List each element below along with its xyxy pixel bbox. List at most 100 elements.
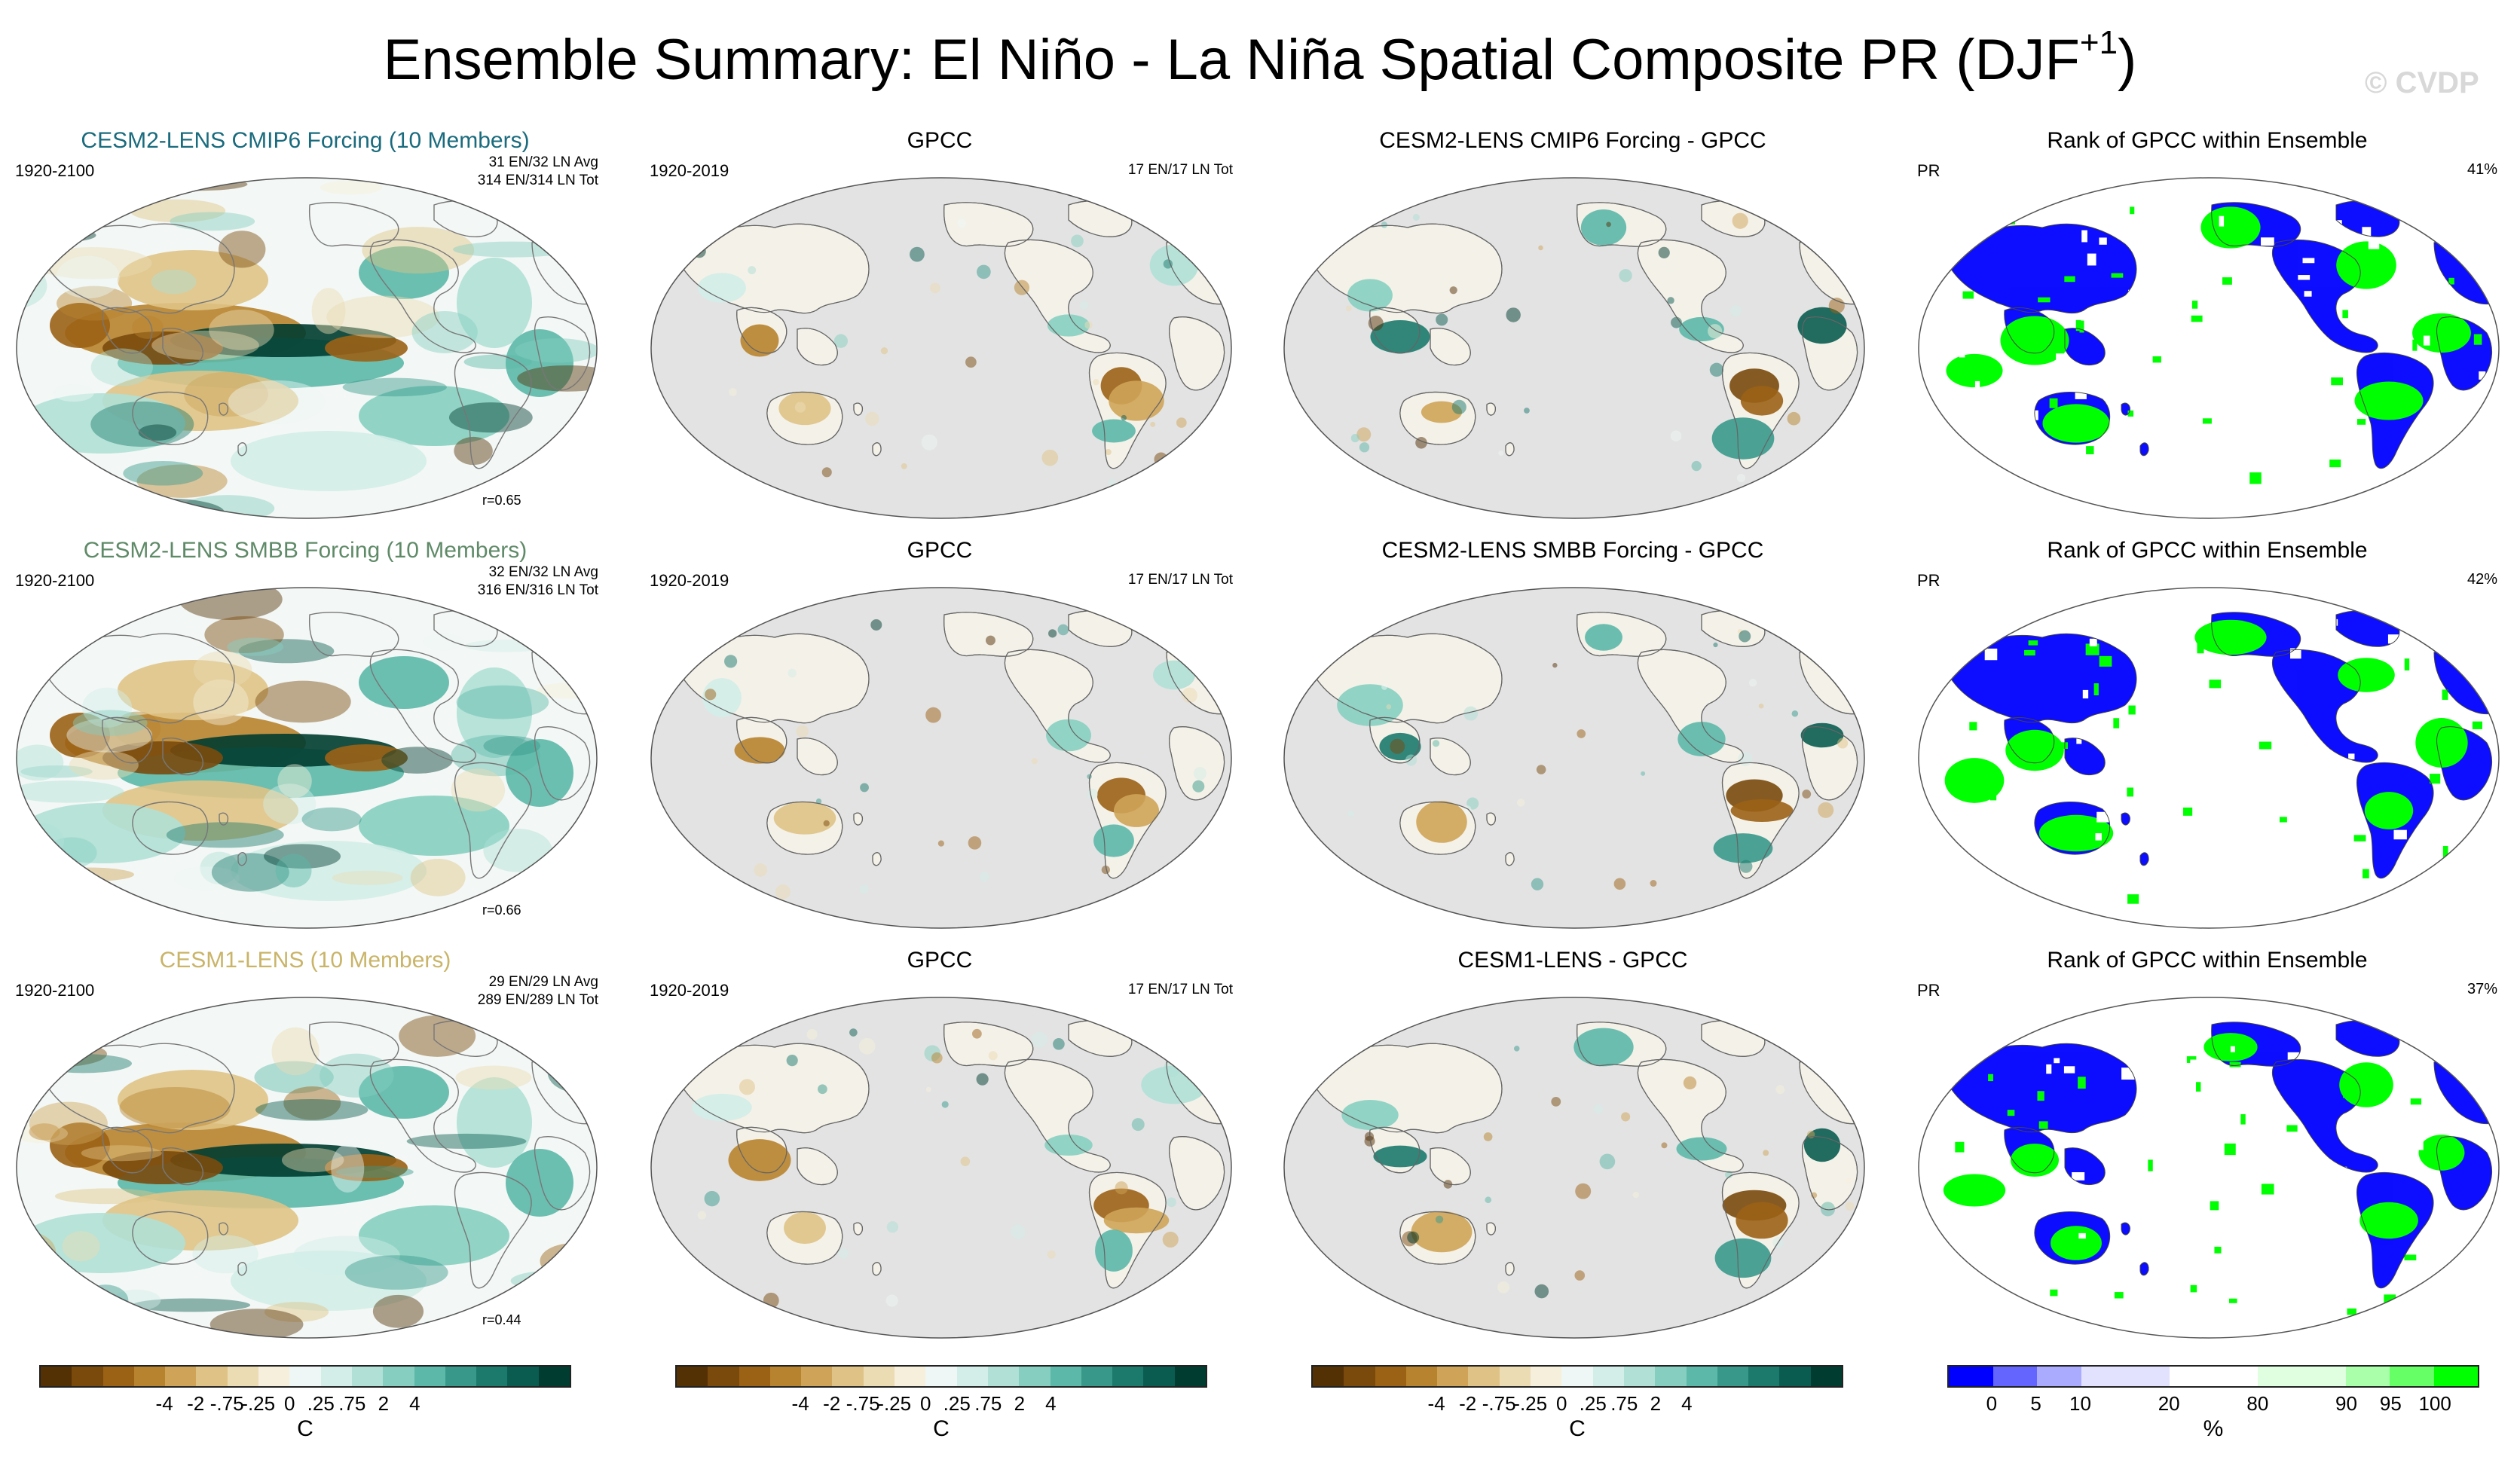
colorbar-boxes [675, 1365, 1207, 1388]
variable-label: PR [1917, 571, 1940, 590]
colorbar-box [320, 1367, 352, 1386]
rank-map [1918, 997, 2500, 1339]
colorbar-ticks: 0 5 10 20 80 90 95 100 [1947, 1392, 2479, 1418]
diff-panel: CESM1-LENS - GPCC [1275, 946, 1870, 1345]
colorbar-box [1949, 1367, 1993, 1386]
colorbar-tick-label: -.25 [877, 1392, 912, 1415]
colorbar-box [1050, 1367, 1081, 1386]
main-title-text: Ensemble Summary: El Niño - La Niña Spat… [383, 28, 2080, 92]
colorbar-tick-label: 20 [2158, 1392, 2180, 1415]
obs-panel: GPCC 1920-2019 17 EN/17 LN Tot [642, 946, 1237, 1345]
colorbar-boxes [39, 1365, 571, 1388]
rank-colorbar: 0 5 10 20 80 90 95 100% [1947, 1365, 2479, 1448]
colorbar-tick-label: 0 [1556, 1392, 1567, 1415]
colorbar-box [1468, 1367, 1500, 1386]
rank-percent: 41% [2466, 161, 2497, 178]
colorbar-box [2081, 1367, 2125, 1386]
main-title: Ensemble Summary: El Niño - La Niña Spat… [0, 23, 2520, 98]
colorbar-box [289, 1367, 321, 1386]
rank-percent: 42% [2466, 571, 2497, 588]
colorbar-box [1437, 1367, 1469, 1386]
diff-title: CESM2-LENS SMBB Forcing - GPCC [1381, 538, 1764, 563]
colorbar-box [1375, 1367, 1406, 1386]
colorbar-box [102, 1367, 134, 1386]
pattern-correlation: r=0.66 [482, 903, 521, 918]
colorbar-box [1112, 1367, 1144, 1386]
colorbar-box [1344, 1367, 1375, 1386]
pr-colorbar: -4 -2 -.75 -.25 0 .25.75 2 4 C [1311, 1365, 1843, 1448]
colorbar-ticks: -4 -2 -.75 -.25 0 .25.75 2 4 [675, 1392, 1207, 1418]
ensemble-map [16, 177, 598, 519]
event-count: 17 EN/17 LN Tot [1127, 982, 1233, 997]
colorbar-box [1623, 1367, 1656, 1386]
period-label: 1920-2100 [15, 571, 95, 590]
event-count-tot: 289 EN/289 LN Tot [477, 992, 598, 1008]
ensemble-map [16, 997, 598, 1339]
ensemble-panel: CESM1-LENS (10 Members) 1920-2100 29 EN/29… [8, 946, 603, 1345]
colorbar-tick-label: 2 [1650, 1392, 1662, 1415]
rank-map [1918, 587, 2500, 929]
colorbar-box [351, 1367, 384, 1386]
colorbar-box [769, 1367, 802, 1386]
event-count: 31 EN/32 LN Avg 314 EN/314 LN Tot [478, 154, 598, 190]
rank-map [1918, 177, 2500, 519]
colorbar-box [1561, 1367, 1593, 1386]
colorbar-unit: C [297, 1416, 313, 1441]
cvdp-watermark: © CVDP [2365, 66, 2479, 99]
colorbar-box [1655, 1367, 1687, 1386]
pr-colorbar: -4 -2 -.75 -.25 0 .25.75 2 4 C [39, 1365, 571, 1448]
ensemble-panel: CESM2-LENS CMIP6 Forcing (10 Members) 192… [8, 127, 603, 526]
colorbar-box [708, 1367, 739, 1386]
colorbar-tick-label: .25 [1579, 1392, 1607, 1415]
obs-map [650, 177, 1232, 519]
colorbar-box [538, 1367, 570, 1386]
period-label: 1920-2019 [650, 981, 729, 1000]
ensemble-panel: CESM2-LENS SMBB Forcing (10 Members) 1920… [8, 536, 603, 936]
ensemble-title: CESM1-LENS (10 Members) [159, 948, 451, 973]
event-count-tot: 316 EN/316 LN Tot [477, 582, 598, 598]
rank-panel: Rank of GPCC within Ensemble PR 41% [1910, 127, 2505, 526]
period-label: 1920-2019 [650, 571, 729, 590]
colorbar-unit: C [1569, 1416, 1586, 1441]
colorbar-tick-label: -.25 [1513, 1392, 1548, 1415]
colorbar-tick-label: -4 [791, 1392, 809, 1415]
colorbar-box [2037, 1367, 2081, 1386]
colorbar-tick-label: 5 [2030, 1392, 2041, 1415]
colorbar-box [445, 1367, 477, 1386]
colorbar-tick-label: .25 [307, 1392, 335, 1415]
colorbar-tick-label: 90 [2335, 1392, 2357, 1415]
colorbar-box [1592, 1367, 1624, 1386]
colorbar-box [1313, 1367, 1344, 1386]
rank-title: Rank of GPCC within Ensemble [2047, 948, 2368, 973]
colorbar-tick-label: 4 [1681, 1392, 1693, 1415]
colorbar-tick-label: -4 [155, 1392, 173, 1415]
variable-label: PR [1917, 161, 1940, 180]
colorbar-box [1405, 1367, 1438, 1386]
colorbar-box [1081, 1367, 1113, 1386]
colorbar-box [1717, 1367, 1749, 1386]
obs-title: GPCC [907, 948, 973, 973]
colorbar-box [2213, 1367, 2258, 1386]
colorbar-box [1810, 1367, 1843, 1386]
colorbar-box [1748, 1367, 1780, 1386]
colorbar-tick-label: 2 [1014, 1392, 1026, 1415]
colorbar-box [863, 1367, 895, 1386]
colorbar-boxes [1947, 1365, 2479, 1388]
colorbar-tick-label: 10 [2069, 1392, 2091, 1415]
colorbar-box [72, 1367, 103, 1386]
period-label: 1920-2100 [15, 981, 95, 1000]
event-count: 29 EN/29 LN Avg 289 EN/289 LN Tot [478, 973, 598, 1009]
colorbar-box [165, 1367, 197, 1386]
diff-map [1283, 997, 1865, 1339]
colorbar-tick-label: 100 [2418, 1392, 2451, 1415]
colorbar-box [41, 1367, 72, 1386]
colorbar-tick-label: -.75 [846, 1392, 880, 1415]
colorbar-tick-label: -2 [823, 1392, 841, 1415]
main-title-superscript: +1 [2079, 24, 2118, 61]
event-count-avg: 32 EN/32 LN Avg [488, 564, 598, 580]
colorbar-box [2257, 1367, 2301, 1386]
obs-panel: GPCC 1920-2019 17 EN/17 LN Tot [642, 127, 1237, 526]
colorbar-box [2301, 1367, 2346, 1386]
colorbar-tick-label: 0 [284, 1392, 295, 1415]
diff-panel: CESM2-LENS CMIP6 Forcing - GPCC [1275, 127, 1870, 526]
